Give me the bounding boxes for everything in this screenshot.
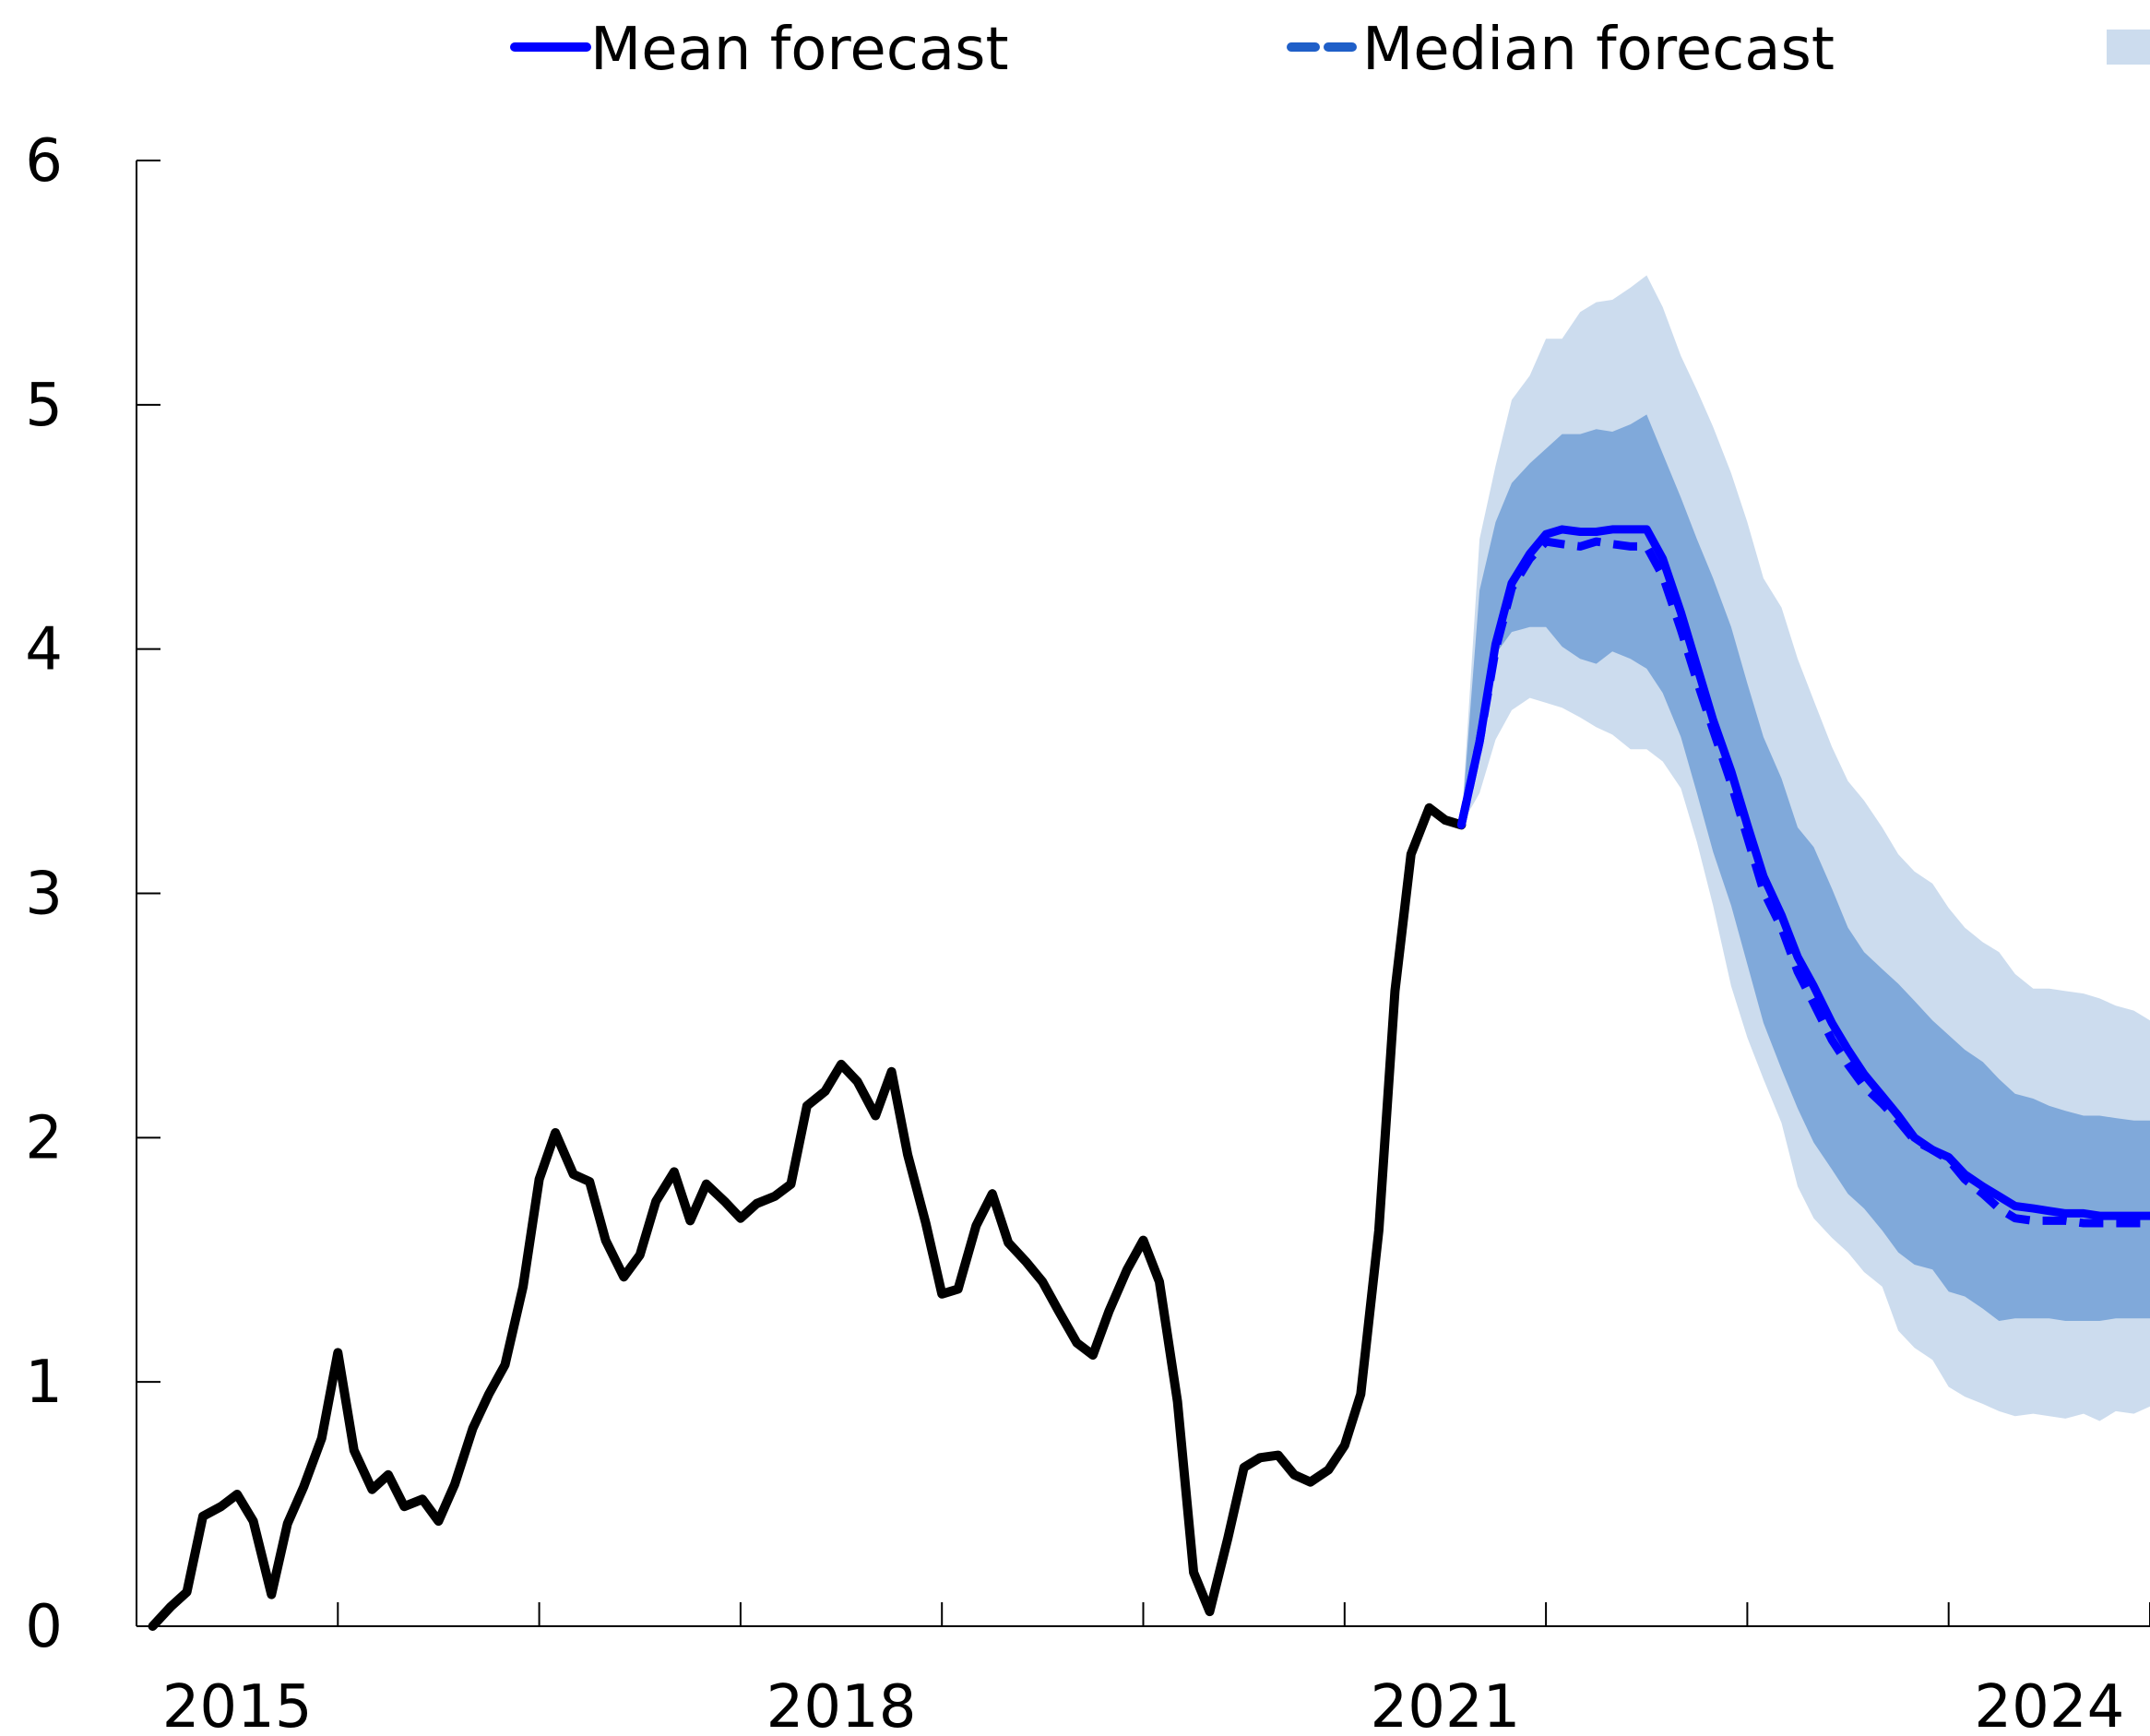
- x-tick-label: 2024: [1974, 1673, 2124, 1736]
- x-axis-ticks: 2015 2018 2021 2024: [136, 1602, 2150, 1736]
- x-tick-label: 2015: [162, 1673, 313, 1736]
- legend-swatch-uncertainty-band: [2107, 30, 2150, 65]
- legend-label-mean-forecast: Mean forecast: [590, 16, 1009, 84]
- chart-legend: Mean forecast Median forecast: [510, 16, 2150, 84]
- y-tick-label: 0: [25, 1593, 63, 1661]
- x-tick-label: 2018: [766, 1673, 917, 1736]
- series-lines: [148, 525, 2150, 1631]
- forecast-band-inner: [1461, 414, 2150, 1321]
- uncertainty-bands: [1461, 275, 2150, 1421]
- y-tick-label: 2: [25, 1104, 63, 1172]
- legend-label-median-forecast: Median forecast: [1362, 16, 1835, 84]
- y-tick-label: 1: [25, 1349, 63, 1417]
- y-tick-label: 3: [25, 861, 63, 929]
- x-tick-label: 2021: [1371, 1673, 1521, 1736]
- mean-forecast-line: [1456, 525, 2150, 1220]
- y-tick-label: 4: [25, 616, 63, 684]
- y-tick-label: 5: [25, 372, 63, 440]
- y-tick-label: 6: [25, 127, 63, 196]
- y-axis-ticks: 0 1 2 3 4 5 6: [25, 127, 160, 1661]
- history-line: [148, 803, 1467, 1631]
- median-forecast-line: [1457, 537, 2150, 1228]
